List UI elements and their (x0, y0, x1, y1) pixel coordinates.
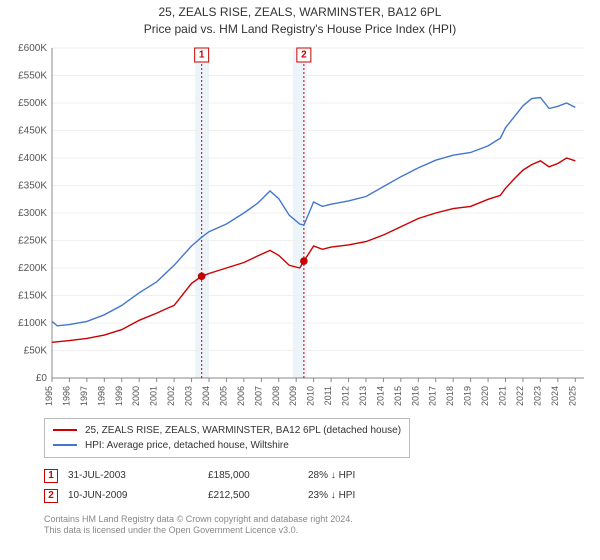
title-line-2: Price paid vs. HM Land Registry's House … (8, 21, 592, 38)
svg-text:1998: 1998 (96, 386, 106, 406)
svg-text:2024: 2024 (550, 386, 560, 406)
svg-text:2006: 2006 (236, 386, 246, 406)
price-vs-hpi-chart: £0 £50K £100K £150K £200K £250K £300K £350K £400… (8, 42, 592, 412)
legend-swatch-red (53, 429, 77, 431)
sale-delta: 23% ↓ HPI (308, 490, 428, 501)
footer-line-2: This data is licensed under the Open Gov… (44, 525, 588, 537)
svg-text:2018: 2018 (445, 386, 455, 406)
footer-line-1: Contains HM Land Registry data © Crown c… (44, 514, 588, 526)
svg-text:£150K: £150K (18, 290, 47, 301)
legend-label: 25, ZEALS RISE, ZEALS, WARMINSTER, BA12 … (85, 423, 401, 438)
svg-text:2022: 2022 (515, 386, 525, 406)
svg-text:2016: 2016 (410, 386, 420, 406)
sale-numbox: 1 (44, 469, 58, 483)
svg-text:2025: 2025 (567, 386, 577, 406)
svg-text:£100K: £100K (18, 318, 47, 329)
svg-text:£500K: £500K (18, 98, 47, 109)
svg-text:2008: 2008 (271, 386, 281, 406)
svg-text:£450K: £450K (18, 125, 47, 136)
table-row: 1 31-JUL-2003 £185,000 28% ↓ HPI (44, 466, 588, 486)
svg-text:2010: 2010 (306, 386, 316, 406)
svg-text:£50K: £50K (24, 345, 48, 356)
svg-text:2002: 2002 (166, 386, 176, 406)
sale-price: £212,500 (208, 490, 308, 501)
legend-item-property: 25, ZEALS RISE, ZEALS, WARMINSTER, BA12 … (53, 423, 401, 438)
svg-text:2007: 2007 (253, 386, 263, 406)
svg-text:£250K: £250K (18, 235, 47, 246)
legend-item-hpi: HPI: Average price, detached house, Wilt… (53, 438, 401, 453)
svg-text:2017: 2017 (428, 386, 438, 406)
legend-swatch-blue (53, 444, 77, 446)
svg-text:2003: 2003 (184, 386, 194, 406)
chart-legend: 25, ZEALS RISE, ZEALS, WARMINSTER, BA12 … (44, 418, 410, 458)
svg-text:2019: 2019 (463, 386, 473, 406)
svg-text:2001: 2001 (149, 386, 159, 406)
sales-table: 1 31-JUL-2003 £185,000 28% ↓ HPI 2 10-JU… (44, 466, 588, 506)
svg-text:1995: 1995 (44, 386, 54, 406)
copyright-footer: Contains HM Land Registry data © Crown c… (44, 514, 588, 537)
svg-text:1: 1 (199, 49, 205, 60)
svg-text:£400K: £400K (18, 153, 47, 164)
svg-text:£300K: £300K (18, 208, 47, 219)
svg-text:2000: 2000 (131, 386, 141, 406)
svg-text:£0: £0 (36, 373, 48, 384)
sale-date: 31-JUL-2003 (68, 470, 208, 481)
sale-price: £185,000 (208, 470, 308, 481)
title-line-1: 25, ZEALS RISE, ZEALS, WARMINSTER, BA12 … (8, 4, 592, 21)
svg-text:2014: 2014 (375, 386, 385, 406)
svg-text:2009: 2009 (288, 386, 298, 406)
svg-text:2004: 2004 (201, 386, 211, 406)
svg-text:1999: 1999 (114, 386, 124, 406)
svg-text:2: 2 (301, 49, 307, 60)
svg-text:2012: 2012 (341, 386, 351, 406)
sale-date: 10-JUN-2009 (68, 490, 208, 501)
svg-text:1996: 1996 (61, 386, 71, 406)
svg-text:2013: 2013 (358, 386, 368, 406)
svg-text:2023: 2023 (532, 386, 542, 406)
sale-numbox: 2 (44, 489, 58, 503)
svg-text:1997: 1997 (79, 386, 89, 406)
svg-text:2015: 2015 (393, 386, 403, 406)
svg-text:2020: 2020 (480, 386, 490, 406)
svg-text:£350K: £350K (18, 180, 47, 191)
svg-text:2011: 2011 (323, 386, 333, 405)
svg-text:2005: 2005 (218, 386, 228, 406)
table-row: 2 10-JUN-2009 £212,500 23% ↓ HPI (44, 486, 588, 506)
legend-label: HPI: Average price, detached house, Wilt… (85, 438, 289, 453)
sale-delta: 28% ↓ HPI (308, 470, 428, 481)
svg-text:£200K: £200K (18, 263, 47, 274)
svg-text:2021: 2021 (498, 386, 508, 406)
chart-title-block: 25, ZEALS RISE, ZEALS, WARMINSTER, BA12 … (8, 4, 592, 38)
svg-text:£600K: £600K (18, 43, 47, 54)
svg-text:£550K: £550K (18, 70, 47, 81)
